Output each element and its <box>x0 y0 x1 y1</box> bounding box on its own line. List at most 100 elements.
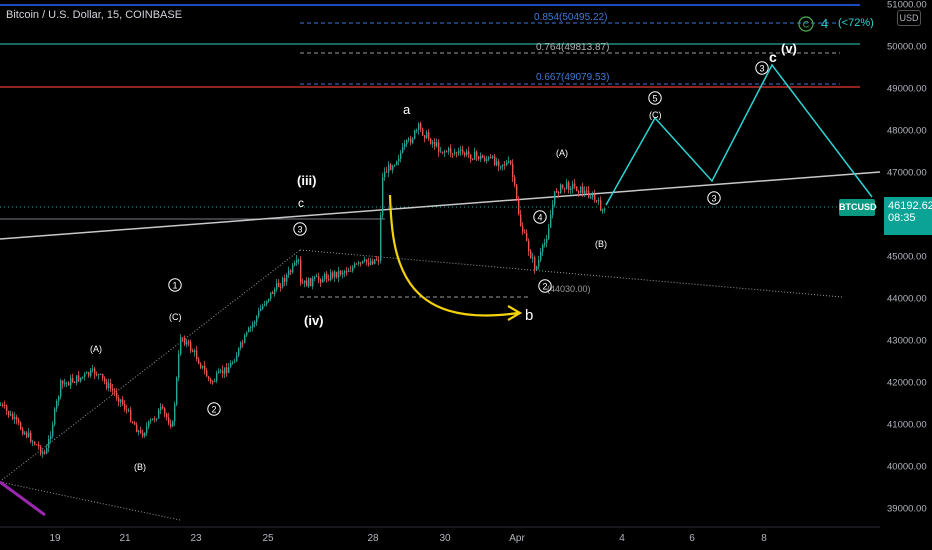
wave-number-circle <box>755 61 769 75</box>
candle-body <box>88 372 90 376</box>
candle-body <box>274 289 276 294</box>
candle-body <box>64 383 66 385</box>
candle-body <box>322 279 324 283</box>
trendline-bottom-dotted[interactable] <box>0 481 181 521</box>
candle-body <box>210 378 212 382</box>
candle-body <box>396 161 398 165</box>
candle-body <box>10 413 12 416</box>
candle-body <box>370 260 372 265</box>
candle-body <box>226 367 228 374</box>
candle-body <box>70 378 72 386</box>
wave-number-circle <box>533 210 547 224</box>
price-tick-label: 42000.00 <box>887 378 927 389</box>
candle-body <box>96 374 98 376</box>
candle-body <box>156 418 158 420</box>
candle-body <box>242 342 244 344</box>
symbol-title[interactable]: Bitcoin / U.S. Dollar, 15, COINBASE <box>6 9 183 21</box>
candle-body <box>460 149 462 152</box>
candle-body <box>400 152 402 159</box>
candle-body <box>538 260 540 267</box>
candle-body <box>422 128 424 136</box>
wave-number-circle <box>538 279 552 293</box>
wave-label-44030: (44030.00) <box>547 284 591 294</box>
candle-body <box>542 244 544 252</box>
candle-body <box>38 444 40 447</box>
candle-body <box>48 438 50 448</box>
candle-body <box>504 164 506 166</box>
time-axis-labels: 19 21 23 25 28 30 Apr 4 6 8 <box>49 533 767 544</box>
candle-body <box>468 151 470 155</box>
candle-body <box>496 161 498 166</box>
candle-body <box>500 166 502 168</box>
wave-label-v: (v) <box>781 41 797 56</box>
candle-body <box>320 279 322 283</box>
candle-body <box>408 138 410 141</box>
candle-body <box>552 204 554 216</box>
candle-body <box>80 377 82 382</box>
candle-body <box>228 367 230 374</box>
candle-body <box>316 276 318 278</box>
trendline-purple[interactable] <box>0 480 46 517</box>
green-circle-c-label: C <box>803 20 810 30</box>
green-circle-c <box>798 16 814 32</box>
candle-body <box>334 271 336 278</box>
wave-number-label: 3 <box>759 63 764 73</box>
candle-body <box>380 215 382 261</box>
candle-body <box>224 367 226 374</box>
candle-body <box>108 383 110 388</box>
candle-body <box>522 226 524 233</box>
price-tick-label: 44000.00 <box>887 294 927 305</box>
candle-body <box>484 157 486 161</box>
wave-label-iv: (iv) <box>304 313 324 328</box>
wave-label-a: a <box>403 102 411 117</box>
trendline-lower-dotted[interactable] <box>299 249 843 298</box>
price-tick-label: 49000.00 <box>887 84 927 95</box>
candle-body <box>364 259 366 261</box>
candle-body <box>252 323 254 328</box>
candle-body <box>596 200 598 202</box>
curved-arrow[interactable] <box>388 194 519 317</box>
candle-body <box>490 157 492 159</box>
currency-button[interactable]: USD <box>897 10 921 26</box>
candle-body <box>438 142 440 152</box>
candle-body <box>534 257 536 270</box>
wave-number-circle <box>707 191 721 205</box>
candle-body <box>602 209 604 211</box>
wave-number-label: 4 <box>537 212 542 222</box>
price-axis[interactable] <box>880 0 932 550</box>
curved-arrow-head <box>507 305 523 321</box>
candle-body <box>576 186 578 192</box>
candle-body <box>480 155 482 160</box>
candle-body <box>66 382 68 384</box>
time-tick-label: 6 <box>689 533 695 544</box>
candle-body <box>478 156 480 160</box>
candle-body <box>264 304 266 306</box>
price-tick-label: 47000.00 <box>887 168 927 179</box>
candle-body <box>164 408 166 414</box>
wave-number-label: 3 <box>711 193 716 203</box>
candle-body <box>394 164 396 167</box>
candle-body <box>130 409 132 422</box>
candle-body <box>8 411 10 416</box>
candle-body <box>598 200 600 202</box>
candle-body <box>350 270 352 272</box>
candle-body <box>388 164 390 173</box>
candle-body <box>314 277 316 279</box>
candle-body <box>76 375 78 383</box>
candle-body <box>46 447 48 454</box>
projection-path[interactable] <box>605 63 873 206</box>
candle-body <box>570 188 572 190</box>
candle-body <box>32 441 34 443</box>
candle-body <box>126 409 128 411</box>
candle-body <box>58 396 60 402</box>
candle-body <box>288 270 290 276</box>
fib-label-0764: 0.764(49813.87) <box>536 42 609 53</box>
candle-body <box>116 392 118 399</box>
candle-body <box>158 410 160 419</box>
candle-body <box>174 404 176 422</box>
candle-body <box>54 408 56 425</box>
trendline-white[interactable] <box>0 171 881 240</box>
fib-label-0854: 0.854(50495.22) <box>534 12 607 23</box>
price-tick-label: 50000.00 <box>887 42 927 53</box>
